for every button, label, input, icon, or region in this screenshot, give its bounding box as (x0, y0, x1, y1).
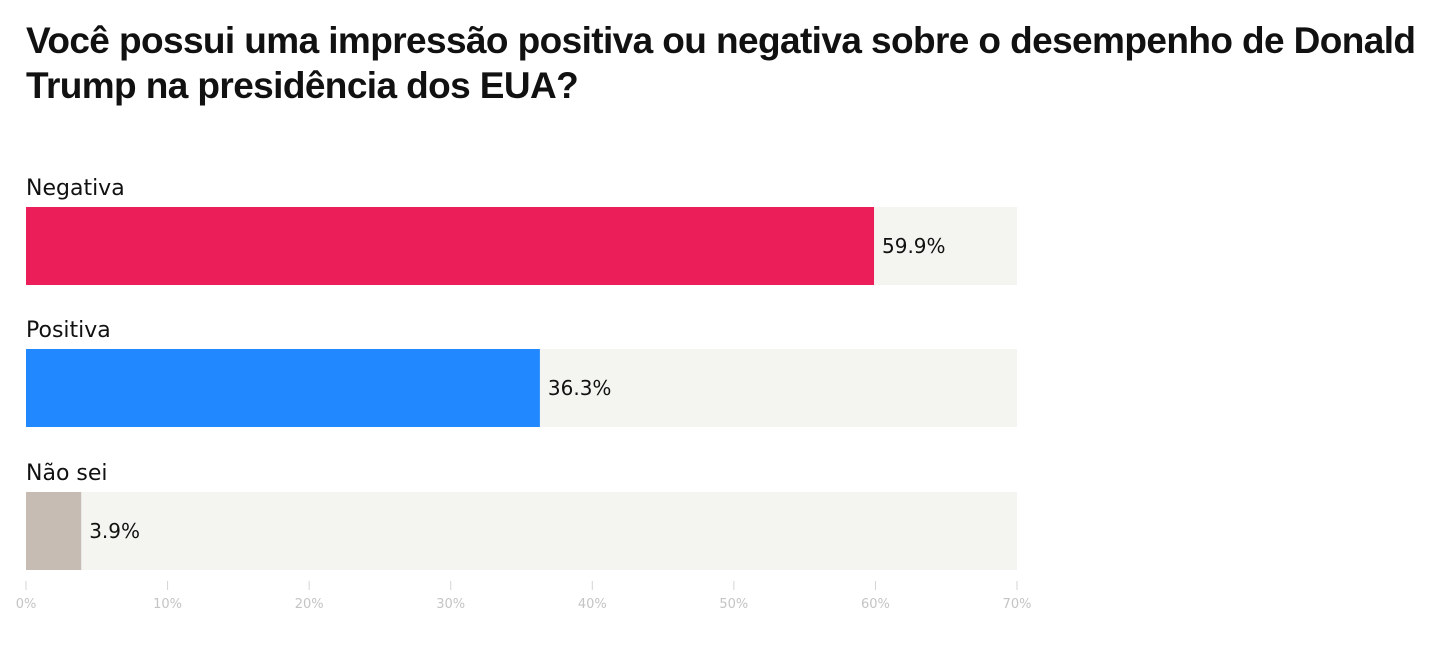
bar-row-2 (26, 349, 540, 427)
bar-row-3 (26, 492, 82, 570)
x-tick-label-4: 40% (578, 597, 607, 612)
bar-track-row-3 (26, 492, 1017, 570)
value-label-row-2: 36.3% (548, 376, 612, 400)
x-tick-label-5: 50% (719, 597, 748, 612)
value-label-row-1: 59.9% (882, 234, 946, 258)
value-label-row-3: 3.9% (89, 519, 140, 543)
bar-row-1 (26, 207, 875, 285)
category-label-row-1: Negativa (26, 176, 125, 201)
x-tick-label-3: 30% (436, 597, 465, 612)
chart-title: Você possui uma impressão positiva ou ne… (26, 20, 1416, 106)
x-tick-label-6: 60% (861, 597, 890, 612)
x-tick-label-0: 0% (16, 597, 37, 612)
category-label-row-2: Positiva (26, 318, 111, 343)
x-tick-label-2: 20% (295, 597, 324, 612)
x-tick-label-7: 70% (1003, 597, 1032, 612)
category-label-row-3: Não sei (26, 461, 108, 486)
x-tick-label-1: 10% (153, 597, 182, 612)
